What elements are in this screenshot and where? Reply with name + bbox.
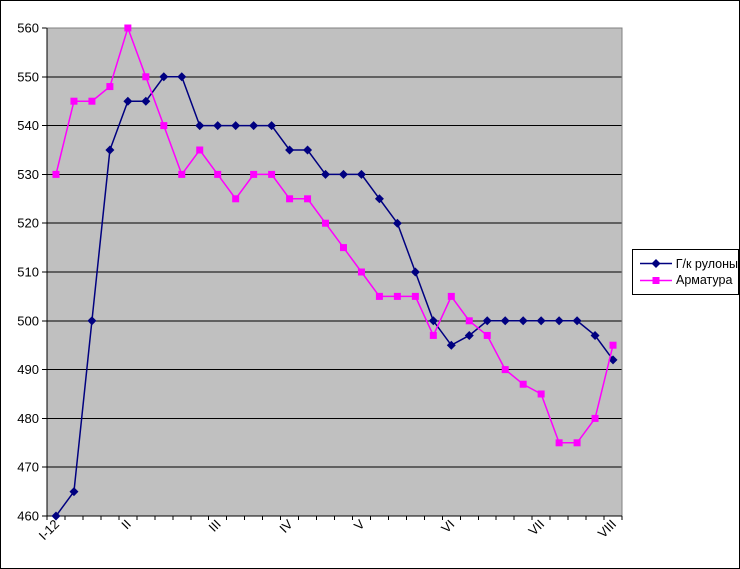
data-point (285, 145, 295, 155)
data-point (429, 331, 437, 339)
y-tick-label: 460 (17, 509, 39, 524)
data-point (249, 121, 259, 131)
y-tick-label: 490 (17, 362, 39, 377)
data-point (322, 219, 330, 227)
data-point (375, 292, 383, 300)
data-point (88, 97, 96, 105)
data-point (537, 390, 545, 398)
data-point (123, 96, 133, 106)
data-point (591, 414, 599, 422)
data-point (428, 316, 438, 326)
data-point (338, 169, 348, 179)
data-point (393, 292, 401, 300)
data-point (267, 121, 277, 131)
data-point (321, 169, 331, 179)
legend-item-gk-rulony: Г/к рулоны (640, 256, 738, 271)
data-point (178, 170, 186, 178)
data-point (160, 122, 168, 130)
data-point (106, 83, 114, 91)
data-point (573, 439, 581, 447)
y-tick-label: 560 (17, 21, 39, 36)
x-tick-label: IV (276, 516, 296, 536)
data-point (231, 121, 241, 131)
data-point (609, 341, 617, 349)
data-point (232, 195, 240, 203)
data-point (51, 511, 61, 521)
data-point (70, 97, 78, 105)
data-point (195, 121, 205, 131)
data-point (501, 366, 509, 374)
data-point (303, 145, 313, 155)
data-point (554, 316, 564, 326)
y-tick-label: 540 (17, 118, 39, 133)
x-tick-label: VIII (595, 517, 619, 541)
data-point (339, 244, 347, 252)
data-point (411, 292, 419, 300)
data-point (124, 24, 132, 32)
data-point (590, 330, 600, 340)
legend-label-gk-rulony: Г/к рулоны (675, 256, 738, 271)
y-tick-label: 530 (17, 167, 39, 182)
data-point (464, 330, 474, 340)
y-tick-label: 510 (17, 265, 39, 280)
data-point (196, 146, 204, 154)
data-point (410, 267, 420, 277)
data-point (268, 170, 276, 178)
data-point (304, 195, 312, 203)
x-tick-label: V (351, 516, 368, 533)
data-point (518, 316, 528, 326)
data-point (608, 355, 618, 365)
diamond-marker-icon (651, 259, 661, 269)
x-tick-label: VII (525, 517, 547, 539)
data-point (52, 170, 60, 178)
series-1 (52, 24, 617, 447)
x-tick-label: I-12 (36, 517, 62, 543)
square-marker-icon (652, 276, 660, 284)
data-point (214, 170, 222, 178)
data-point (286, 195, 294, 203)
y-tick-label: 500 (17, 313, 39, 328)
data-point (105, 145, 115, 155)
data-point (555, 439, 563, 447)
data-point (177, 72, 187, 82)
y-tick-label: 480 (17, 411, 39, 426)
data-point (159, 72, 169, 82)
data-point (465, 317, 473, 325)
x-tick-label: VI (438, 517, 457, 536)
data-point (69, 487, 79, 497)
y-tick-label: 470 (17, 460, 39, 475)
series-0 (51, 72, 618, 521)
data-point (141, 96, 151, 106)
legend: Г/к рулоны Арматура (632, 249, 739, 295)
series-line-marker-icon (640, 259, 672, 269)
data-point (87, 316, 97, 326)
data-point (374, 194, 384, 204)
data-point (536, 316, 546, 326)
data-point (392, 218, 402, 228)
series-line-marker-icon (640, 276, 672, 284)
data-point (519, 380, 527, 388)
data-point (500, 316, 510, 326)
data-point (356, 169, 366, 179)
y-tick-label: 520 (17, 216, 39, 231)
data-point (446, 340, 456, 350)
legend-item-armatura: Арматура (640, 274, 738, 287)
data-point (483, 331, 491, 339)
data-point (572, 316, 582, 326)
data-point (213, 121, 223, 131)
data-point (482, 316, 492, 326)
legend-label-armatura: Арматура (676, 273, 733, 287)
y-tick-label: 550 (17, 69, 39, 84)
data-point (250, 170, 258, 178)
data-point (357, 268, 365, 276)
x-tick-label: II (118, 517, 134, 533)
data-point (447, 292, 455, 300)
data-point (142, 73, 150, 81)
